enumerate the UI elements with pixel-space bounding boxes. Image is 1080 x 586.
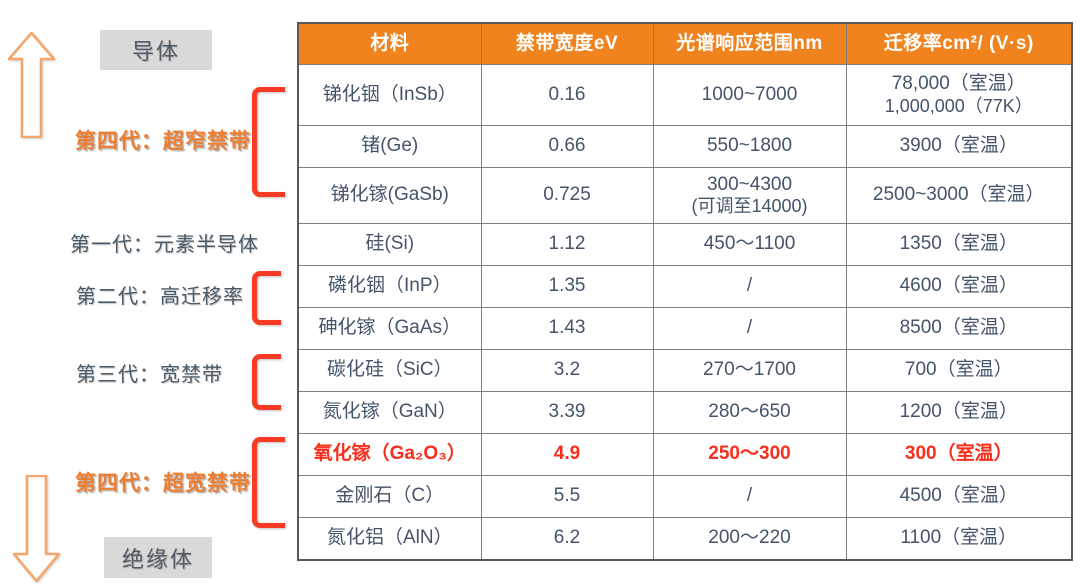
mobility-cell: 3900（室温） <box>845 125 1073 168</box>
material-cell: 氧化镓（Ga₂O₃） <box>297 433 482 476</box>
bandgap-cell: 4.9 <box>480 433 654 476</box>
bandgap-cell: 3.39 <box>480 391 654 434</box>
insulator-label: 绝缘体 <box>121 546 194 572</box>
mobility-cell: 1100（室温） <box>845 517 1073 561</box>
bracket-gen4-wide-group <box>252 437 285 528</box>
material-cell: 氮化铝（AlN） <box>297 517 482 561</box>
bandgap-cell: 0.66 <box>480 125 654 168</box>
material-cell: 砷化镓（GaAs） <box>297 307 482 350</box>
bandgap-cell: 1.12 <box>480 223 654 266</box>
label-gen2-high-mobility: 第二代：高迁移率 <box>76 286 244 308</box>
mobility-line-2: 1,000,000（77K） <box>884 95 1033 116</box>
label-gen4-ultra-wide: 第四代：超宽禁带 <box>75 472 251 495</box>
spectral-cell: 450～1100 <box>652 223 847 266</box>
table-row-insb: 锑化铟（InSb） 0.16 1000~7000 78,000（室温） 1,00… <box>297 64 1073 126</box>
spectral-cell: 550~1800 <box>652 125 847 168</box>
conductor-label: 导体 <box>131 39 180 64</box>
bandgap-cell: 0.16 <box>480 64 654 126</box>
bracket-gen4-narrow-group <box>252 87 285 197</box>
mobility-cell: 700（室温） <box>845 349 1073 392</box>
bandgap-cell: 1.35 <box>480 265 654 308</box>
label-gen4-ultra-narrow: 第四代：超窄禁带 <box>75 130 251 153</box>
mobility-cell: 1350（室温） <box>845 223 1073 266</box>
label-gen1-elemental: 第一代：元素半导体 <box>70 234 259 256</box>
material-cell: 氮化镓（GaN） <box>297 391 482 434</box>
bracket-gen2-group <box>252 271 281 325</box>
spectral-cell: / <box>652 475 847 518</box>
table-row-ga2o3-highlighted: 氧化镓（Ga₂O₃） 4.9 250～300 300（室温） <box>297 433 1073 476</box>
mobility-cell: 1200（室温） <box>845 391 1073 434</box>
table-row-gan: 氮化镓（GaN） 3.39 280～650 1200（室温） <box>297 391 1073 434</box>
table-row-ge: 锗(Ge) 0.66 550~1800 3900（室温） <box>297 125 1073 168</box>
bandgap-cell: 5.5 <box>480 475 654 518</box>
label-gen3-wide-bandgap: 第三代：宽禁带 <box>76 364 223 386</box>
table-row-aln: 氮化铝（AlN） 6.2 200～220 1100（室温） <box>297 517 1073 561</box>
bandgap-cell: 0.725 <box>480 167 654 224</box>
conductor-box: 导体 <box>100 30 212 70</box>
table-row-sic: 碳化硅（SiC） 3.2 270～1700 700（室温） <box>297 349 1073 392</box>
spectral-cell: / <box>652 307 847 350</box>
spectral-cell: 300~4300 (可调至14000) <box>652 167 847 224</box>
table-row-gaas: 砷化镓（GaAs） 1.43 / 8500（室温） <box>297 307 1073 350</box>
material-cell: 锑化铟（InSb） <box>297 64 482 126</box>
column-header-material: 材料 <box>297 22 482 65</box>
material-cell: 硅(Si) <box>297 223 482 266</box>
mobility-line-1: 78,000（室温） <box>891 73 1026 95</box>
semiconductor-table: 材料 禁带宽度eV 光谱响应范围nm 迁移率cm²/ (V·s) 锑化铟（InS… <box>297 22 1073 561</box>
mobility-cell: 4600（室温） <box>845 265 1073 308</box>
material-cell: 锗(Ge) <box>297 125 482 168</box>
mobility-cell: 8500（室温） <box>845 307 1073 350</box>
column-header-bandgap: 禁带宽度eV <box>480 22 654 65</box>
bandgap-cell: 3.2 <box>480 349 654 392</box>
bandgap-cell: 1.43 <box>480 307 654 350</box>
spectral-cell: 1000~7000 <box>652 64 847 126</box>
table-row-diamond: 金刚石（C） 5.5 / 4500（室温） <box>297 475 1073 518</box>
table-row-inp: 磷化铟（InP） 1.35 / 4600（室温） <box>297 265 1073 308</box>
down-arrow-icon <box>13 475 60 582</box>
table-header-row: 材料 禁带宽度eV 光谱响应范围nm 迁移率cm²/ (V·s) <box>297 22 1073 65</box>
column-header-spectral-range: 光谱响应范围nm <box>652 22 847 65</box>
bandgap-cell: 6.2 <box>480 517 654 561</box>
bracket-gen3-group <box>252 354 281 410</box>
spectral-line-1: 300~4300 <box>706 173 793 195</box>
spectral-cell: 270～1700 <box>652 349 847 392</box>
table-row-gasb: 锑化镓(GaSb) 0.725 300~4300 (可调至14000) 2500… <box>297 167 1073 224</box>
spectral-cell: 200～220 <box>652 517 847 561</box>
table-row-si: 硅(Si) 1.12 450～1100 1350（室温） <box>297 223 1073 266</box>
mobility-cell: 4500（室温） <box>845 475 1073 518</box>
mobility-cell: 300（室温） <box>845 433 1073 476</box>
material-cell: 碳化硅（SiC） <box>297 349 482 392</box>
spectral-line-2: (可调至14000) <box>691 196 808 217</box>
insulator-box: 绝缘体 <box>104 537 212 578</box>
mobility-cell: 78,000（室温） 1,000,000（77K） <box>845 64 1073 126</box>
material-cell: 磷化铟（InP） <box>297 265 482 308</box>
spectral-cell: / <box>652 265 847 308</box>
spectral-cell: 280～650 <box>652 391 847 434</box>
material-cell: 金刚石（C） <box>297 475 482 518</box>
mobility-cell: 2500~3000（室温） <box>845 167 1073 224</box>
spectral-cell: 250～300 <box>652 433 847 476</box>
up-arrow-icon <box>8 32 55 138</box>
material-cell: 锑化镓(GaSb) <box>297 167 482 224</box>
column-header-mobility: 迁移率cm²/ (V·s) <box>845 22 1073 65</box>
